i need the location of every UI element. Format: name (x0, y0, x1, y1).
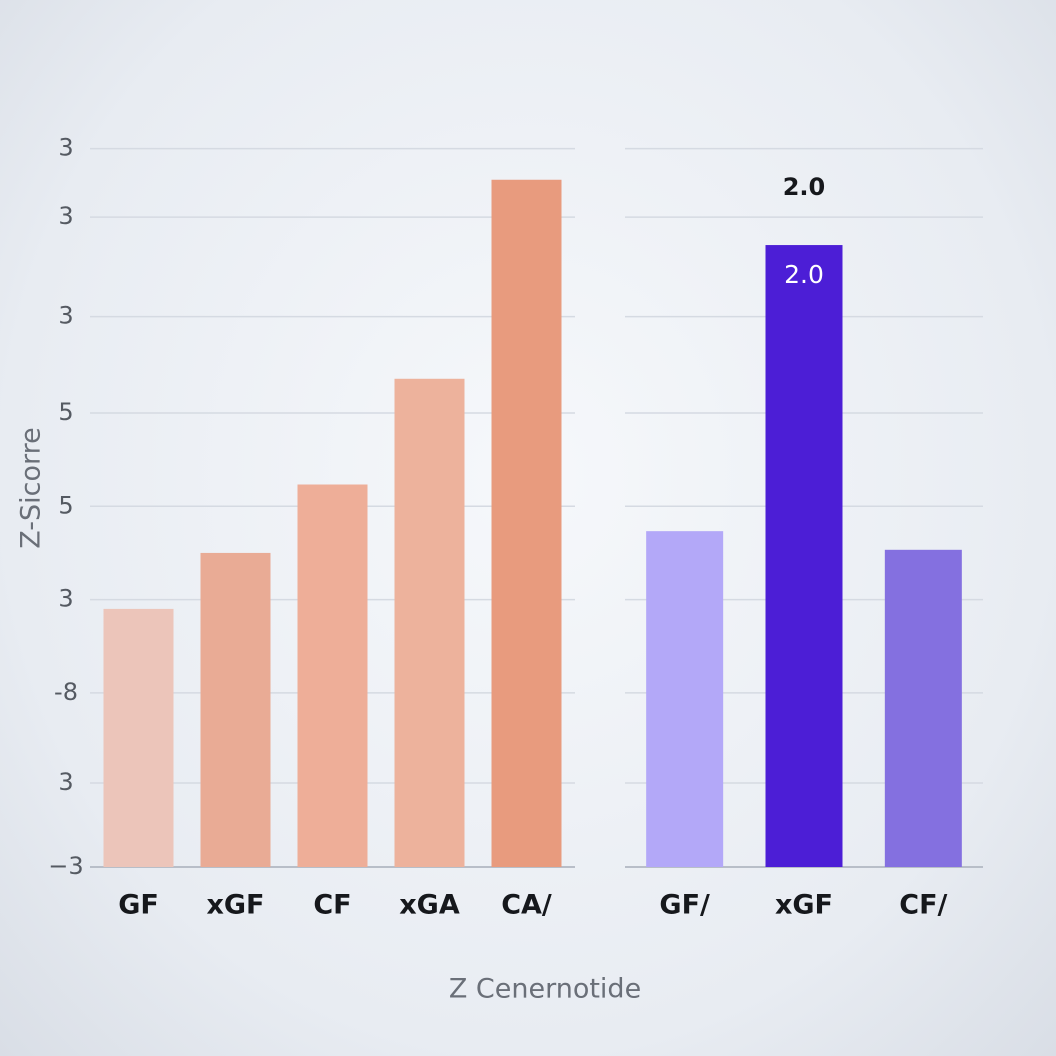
y-tick-label: 3 (58, 768, 73, 796)
annotation: 2.0 (783, 173, 826, 201)
bar (200, 552, 271, 867)
bar (103, 608, 174, 867)
y-tick-label: 3 (58, 585, 73, 613)
x-tick-label: GF/ (659, 890, 710, 921)
y-tick-label: −3 (48, 852, 83, 880)
x-tick-label: CF (313, 890, 351, 921)
bar (646, 531, 724, 867)
x-tick-label: CA/ (501, 890, 552, 921)
y-tick-label: 3 (58, 302, 73, 330)
bar (297, 484, 368, 867)
bar (765, 245, 843, 867)
x-tick-label: xGA (399, 890, 460, 921)
x-tick-label: xGF (206, 890, 264, 921)
x-axis-label: Z Cenernotide (449, 974, 641, 1005)
y-tick-label: 5 (58, 398, 73, 426)
x-tick-label: GF (118, 890, 159, 921)
bar (491, 179, 562, 868)
value-label: 2.0 (784, 260, 824, 289)
y-axis-label: Z-Sicorre (16, 427, 47, 549)
y-tick-label: -8 (54, 678, 78, 706)
y-tick-label: 3 (58, 202, 73, 230)
y-tick-label: 3 (58, 134, 73, 162)
x-tick-label: CF/ (899, 890, 947, 921)
y-tick-label: 5 (58, 491, 73, 519)
bar (884, 549, 962, 867)
bar (394, 378, 465, 867)
x-tick-label: xGF (775, 890, 833, 921)
